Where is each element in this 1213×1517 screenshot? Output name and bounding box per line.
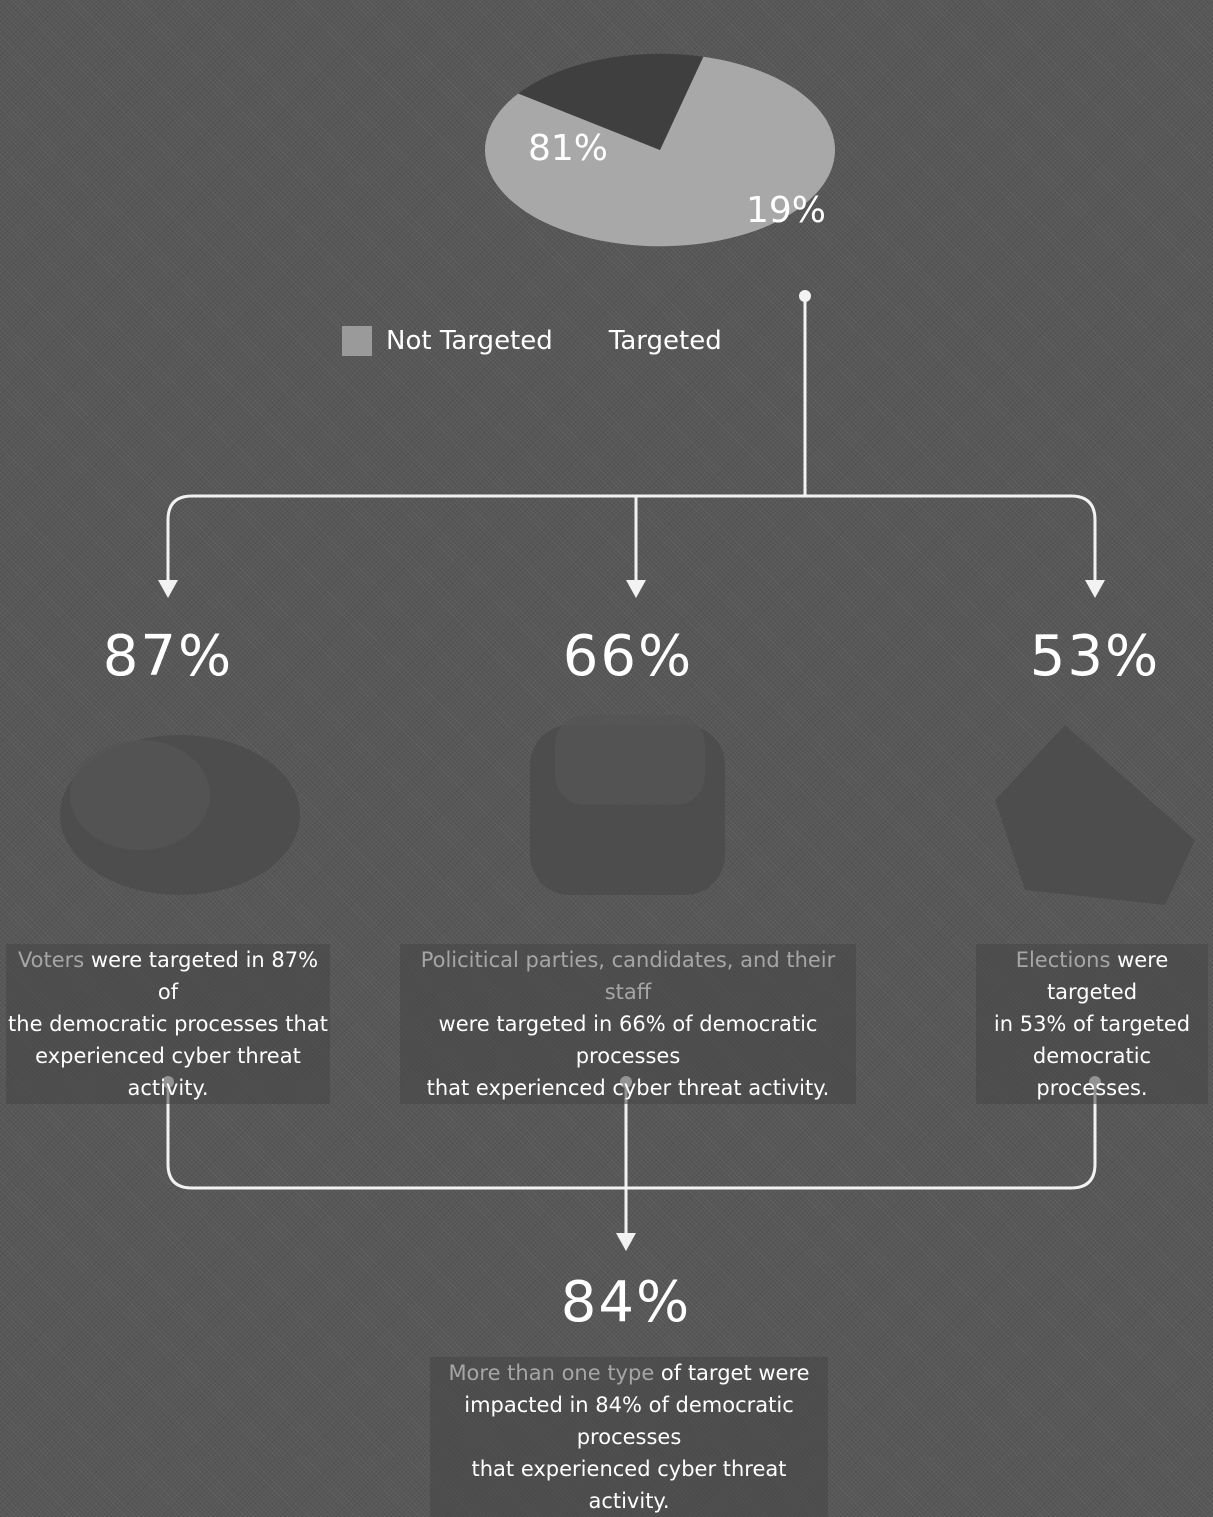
legend-swatch-not-targeted xyxy=(342,326,372,356)
connector-merge xyxy=(166,1082,1097,1190)
caption-voters-highlight: Voters xyxy=(17,948,85,972)
flow-connectors xyxy=(158,290,1105,1251)
target-pct-elections: 53% xyxy=(1029,624,1161,689)
legend-label-targeted: Targeted xyxy=(608,326,722,356)
connector-branch xyxy=(166,494,1097,585)
caption-elections-line1: were targeted xyxy=(1046,948,1169,1004)
arrow-down-icon xyxy=(158,580,178,598)
caption-parties-highlight: Policitical parties, candidates, and the… xyxy=(420,948,836,1004)
caption-voters-line2: the democratic processes that xyxy=(8,1012,328,1036)
target-pct-voters: 87% xyxy=(102,624,234,689)
caption-parties-line3: that experienced cyber threat activity. xyxy=(426,1076,830,1100)
caption-elections: Elections were targeted in 53% of target… xyxy=(976,944,1208,1104)
caption-elections-line3: democratic processes. xyxy=(1032,1044,1152,1100)
caption-parties-line2: were targeted in 66% of democratic proce… xyxy=(438,1012,818,1068)
pie-chart: 81% 19% xyxy=(484,53,835,247)
caption-voters-line3: experienced cyber threat activity. xyxy=(35,1044,301,1100)
target-pct-parties: 66% xyxy=(562,624,694,689)
caption-elections-highlight: Elections xyxy=(1015,948,1111,972)
caption-summary-highlight: More than one type xyxy=(448,1361,655,1385)
caption-summary-line3: that experienced cyber threat activity. xyxy=(471,1457,787,1513)
parties-icon xyxy=(530,715,725,895)
legend: Not Targeted Targeted xyxy=(342,326,722,356)
arrow-down-icon xyxy=(616,1233,636,1251)
caption-summary-line2: impacted in 84% of democratic processes xyxy=(464,1393,794,1449)
legend-label-not-targeted: Not Targeted xyxy=(386,326,553,356)
caption-voters-line1: were targeted in 87% of xyxy=(84,948,319,1004)
arrow-down-icon xyxy=(1085,580,1105,598)
pie-label-not-targeted: 81% xyxy=(528,128,608,169)
caption-summary: More than one type of target were impact… xyxy=(430,1357,828,1517)
pie-slice-not-targeted xyxy=(484,56,835,247)
summary-pct: 84% xyxy=(560,1270,692,1335)
voters-icon xyxy=(60,735,300,895)
caption-parties: Policitical parties, candidates, and the… xyxy=(400,944,856,1104)
caption-summary-line1: of target were xyxy=(654,1361,810,1385)
pie-slice-targeted xyxy=(518,53,704,150)
elections-icon xyxy=(995,725,1195,905)
caption-voters: Voters were targeted in 87% of the democ… xyxy=(6,944,330,1104)
arrow-down-icon xyxy=(626,580,646,598)
pie-label-targeted: 19% xyxy=(746,190,826,231)
caption-elections-line2: in 53% of targeted xyxy=(993,1012,1191,1036)
connector-dot xyxy=(799,290,811,302)
